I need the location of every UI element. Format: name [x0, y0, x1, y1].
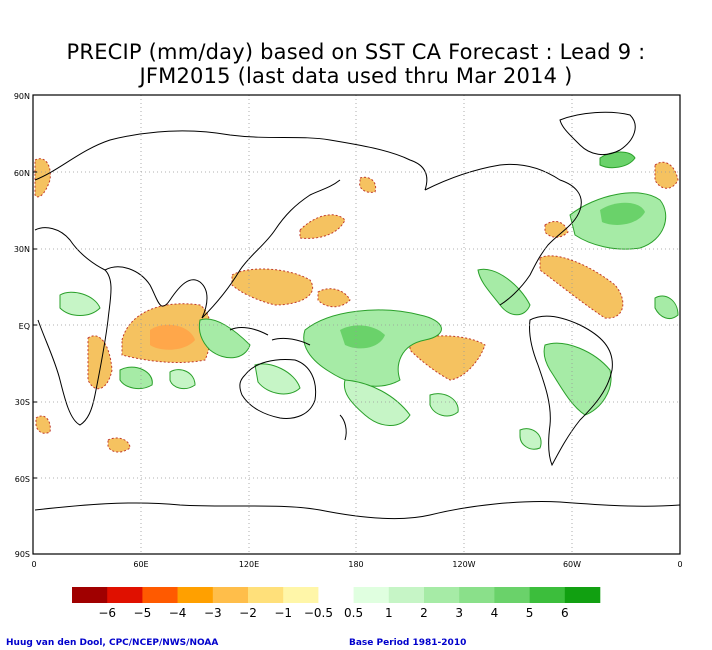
colorbar-label: −1 — [274, 606, 292, 620]
wet-patch-central-america — [477, 268, 531, 316]
lon-tick-label: 60E — [133, 560, 148, 569]
coast-east-asia — [201, 179, 341, 319]
dry-patch-western-pacific — [231, 268, 313, 306]
colorbar-swatch — [142, 587, 178, 603]
dry-patch-north-pacific — [299, 214, 346, 239]
wet-patch-australia — [254, 363, 301, 395]
wet-patch-indian-ocean-south — [119, 366, 153, 390]
coast-north-america — [424, 163, 582, 306]
lat-ticks — [33, 171, 37, 479]
anomaly-patches — [34, 158, 679, 453]
colorbar-swatch — [494, 587, 530, 603]
wet-patch-north-atlantic-core — [600, 202, 645, 225]
colorbar-label: 0.5 — [344, 606, 363, 620]
colorbar-swatch — [248, 587, 284, 603]
wet-patch-south-pacific-convergence — [343, 379, 411, 426]
coast-antarctica — [34, 501, 681, 520]
lon-tick-label: 120W — [452, 560, 475, 569]
dry-patch-southern-1 — [107, 437, 131, 453]
colorbar-swatch — [107, 587, 143, 603]
coast-new-zealand — [339, 414, 347, 441]
lat-tick-label: 30S — [15, 398, 30, 407]
colorbar-swatch — [564, 587, 601, 603]
colorbar-label: −3 — [204, 606, 222, 620]
colorbar-label: −6 — [98, 606, 116, 620]
coast-indonesia — [229, 327, 311, 346]
colorbar-swatch — [353, 587, 390, 603]
colorbar-swatch — [318, 587, 354, 603]
lon-axis: 0 60E 120E 180 120W 60W 0 — [31, 560, 682, 569]
colorbar-label: 1 — [385, 606, 393, 620]
colorbar-label: −5 — [134, 606, 152, 620]
wet-patch-tropical-pacific-core — [340, 325, 385, 349]
wet-patch-drake — [519, 428, 542, 450]
dry-patch-southern-2 — [35, 415, 51, 434]
lon-tick-label: 0 — [31, 560, 36, 569]
coast-arabia-india — [104, 266, 208, 319]
footer-base-period: Base Period 1981-2010 — [349, 638, 467, 648]
map-title-line2: JFM2015 (last data used thru Mar 2014 ) — [139, 64, 573, 88]
coast-greenland — [559, 111, 636, 156]
colorbar-swatch — [72, 587, 108, 603]
colorbar-label: 4 — [491, 606, 499, 620]
dry-patch-indian-ocean-core — [150, 324, 195, 350]
coast-australia — [239, 359, 317, 419]
coast-south-america — [529, 315, 613, 467]
wet-patch-southern-ocean — [429, 393, 459, 417]
lat-tick-label: 30N — [14, 245, 30, 254]
wet-patch-tropical-pacific — [303, 309, 442, 387]
colorbar — [72, 587, 601, 603]
coast-eurasia-north — [34, 130, 428, 191]
map-title-line1: PRECIP (mm/day) based on SST CA Forecast… — [66, 40, 646, 64]
lat-tick-label: 90N — [14, 92, 30, 101]
footer-credit: Huug van den Dool, CPC/NCEP/NWS/NOAA — [6, 638, 219, 648]
wet-patch-south-indian — [169, 369, 196, 390]
wet-patch-east-atlantic — [654, 295, 679, 319]
coast-europe-africa — [34, 227, 112, 426]
colorbar-label: −4 — [169, 606, 187, 620]
wet-patches — [59, 151, 679, 450]
lat-tick-label: EQ — [19, 322, 30, 331]
dry-patch-europe — [34, 158, 51, 198]
colorbar-label: −0.5 — [304, 606, 333, 620]
colorbar-label: 2 — [420, 606, 428, 620]
dry-patch-philippine-sea — [317, 288, 351, 308]
colorbar-swatch — [388, 587, 425, 603]
dry-patch-caribbean — [539, 255, 624, 319]
coastlines — [34, 111, 681, 520]
lat-tick-label: 60N — [14, 169, 30, 178]
dry-patch-africa — [87, 335, 113, 390]
lat-tick-label: 90S — [15, 550, 30, 559]
colorbar-label: 5 — [526, 606, 534, 620]
colorbar-swatch — [212, 587, 249, 603]
lon-tick-label: 120E — [239, 560, 259, 569]
colorbar-swatch — [424, 587, 460, 603]
lon-tick-label: 0 — [677, 560, 682, 569]
colorbar-labels: −6 −5 −4 −3 −2 −1 −0.5 0.5 1 2 3 4 5 6 — [98, 606, 568, 620]
gridlines — [33, 95, 680, 554]
colorbar-swatch — [283, 587, 319, 603]
wet-patch-africa — [59, 291, 101, 316]
colorbar-label: 3 — [455, 606, 463, 620]
lat-tick-label: 60S — [15, 475, 30, 484]
dry-patch-central-pacific — [409, 335, 486, 381]
dry-patch-atlantic-north — [654, 161, 679, 189]
lon-tick-label: 60W — [563, 560, 581, 569]
dry-patch-gulf-alaska — [359, 176, 377, 193]
colorbar-swatch — [459, 587, 495, 603]
lat-axis: 90N 60N 30N EQ 30S 60S 90S — [14, 92, 30, 559]
colorbar-label: 6 — [561, 606, 569, 620]
colorbar-swatch — [177, 587, 214, 603]
dry-patch-north-america — [544, 221, 569, 238]
colorbar-swatch — [529, 587, 566, 603]
colorbar-label: −2 — [239, 606, 257, 620]
lon-tick-label: 180 — [348, 560, 363, 569]
